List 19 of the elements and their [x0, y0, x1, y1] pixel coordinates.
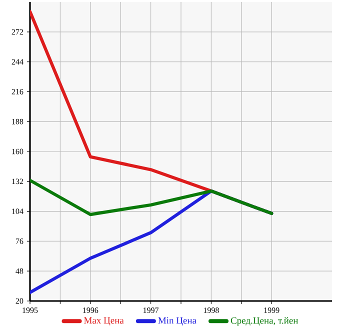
y-tick-label: 160 [12, 148, 24, 154]
line-series [30, 178, 274, 216]
x-tick-label: 1997 [144, 308, 159, 313]
y-tick-label: 48 [16, 268, 24, 274]
y-tick-label: 76 [16, 238, 24, 244]
legend-label: Max Цена [84, 317, 124, 326]
y-tick-label: 132 [12, 178, 24, 184]
x-tick-label: 1998 [204, 308, 219, 313]
y-tick-label: 272 [12, 29, 24, 35]
x-tick-label: 1999 [264, 308, 280, 313]
legend-label: Min Цена [158, 317, 196, 326]
x-tick-label: 1996 [83, 308, 98, 313]
legend-label: Сред.Цена, т.йен [230, 317, 298, 326]
y-tick-label: 244 [12, 59, 24, 64]
y-tick-label: 216 [12, 89, 24, 94]
x-tick-label: 1995 [22, 308, 38, 313]
y-tick-label: 20 [16, 298, 24, 304]
y-tick-label: 104 [12, 208, 24, 214]
y-tick-label: 188 [12, 118, 24, 124]
